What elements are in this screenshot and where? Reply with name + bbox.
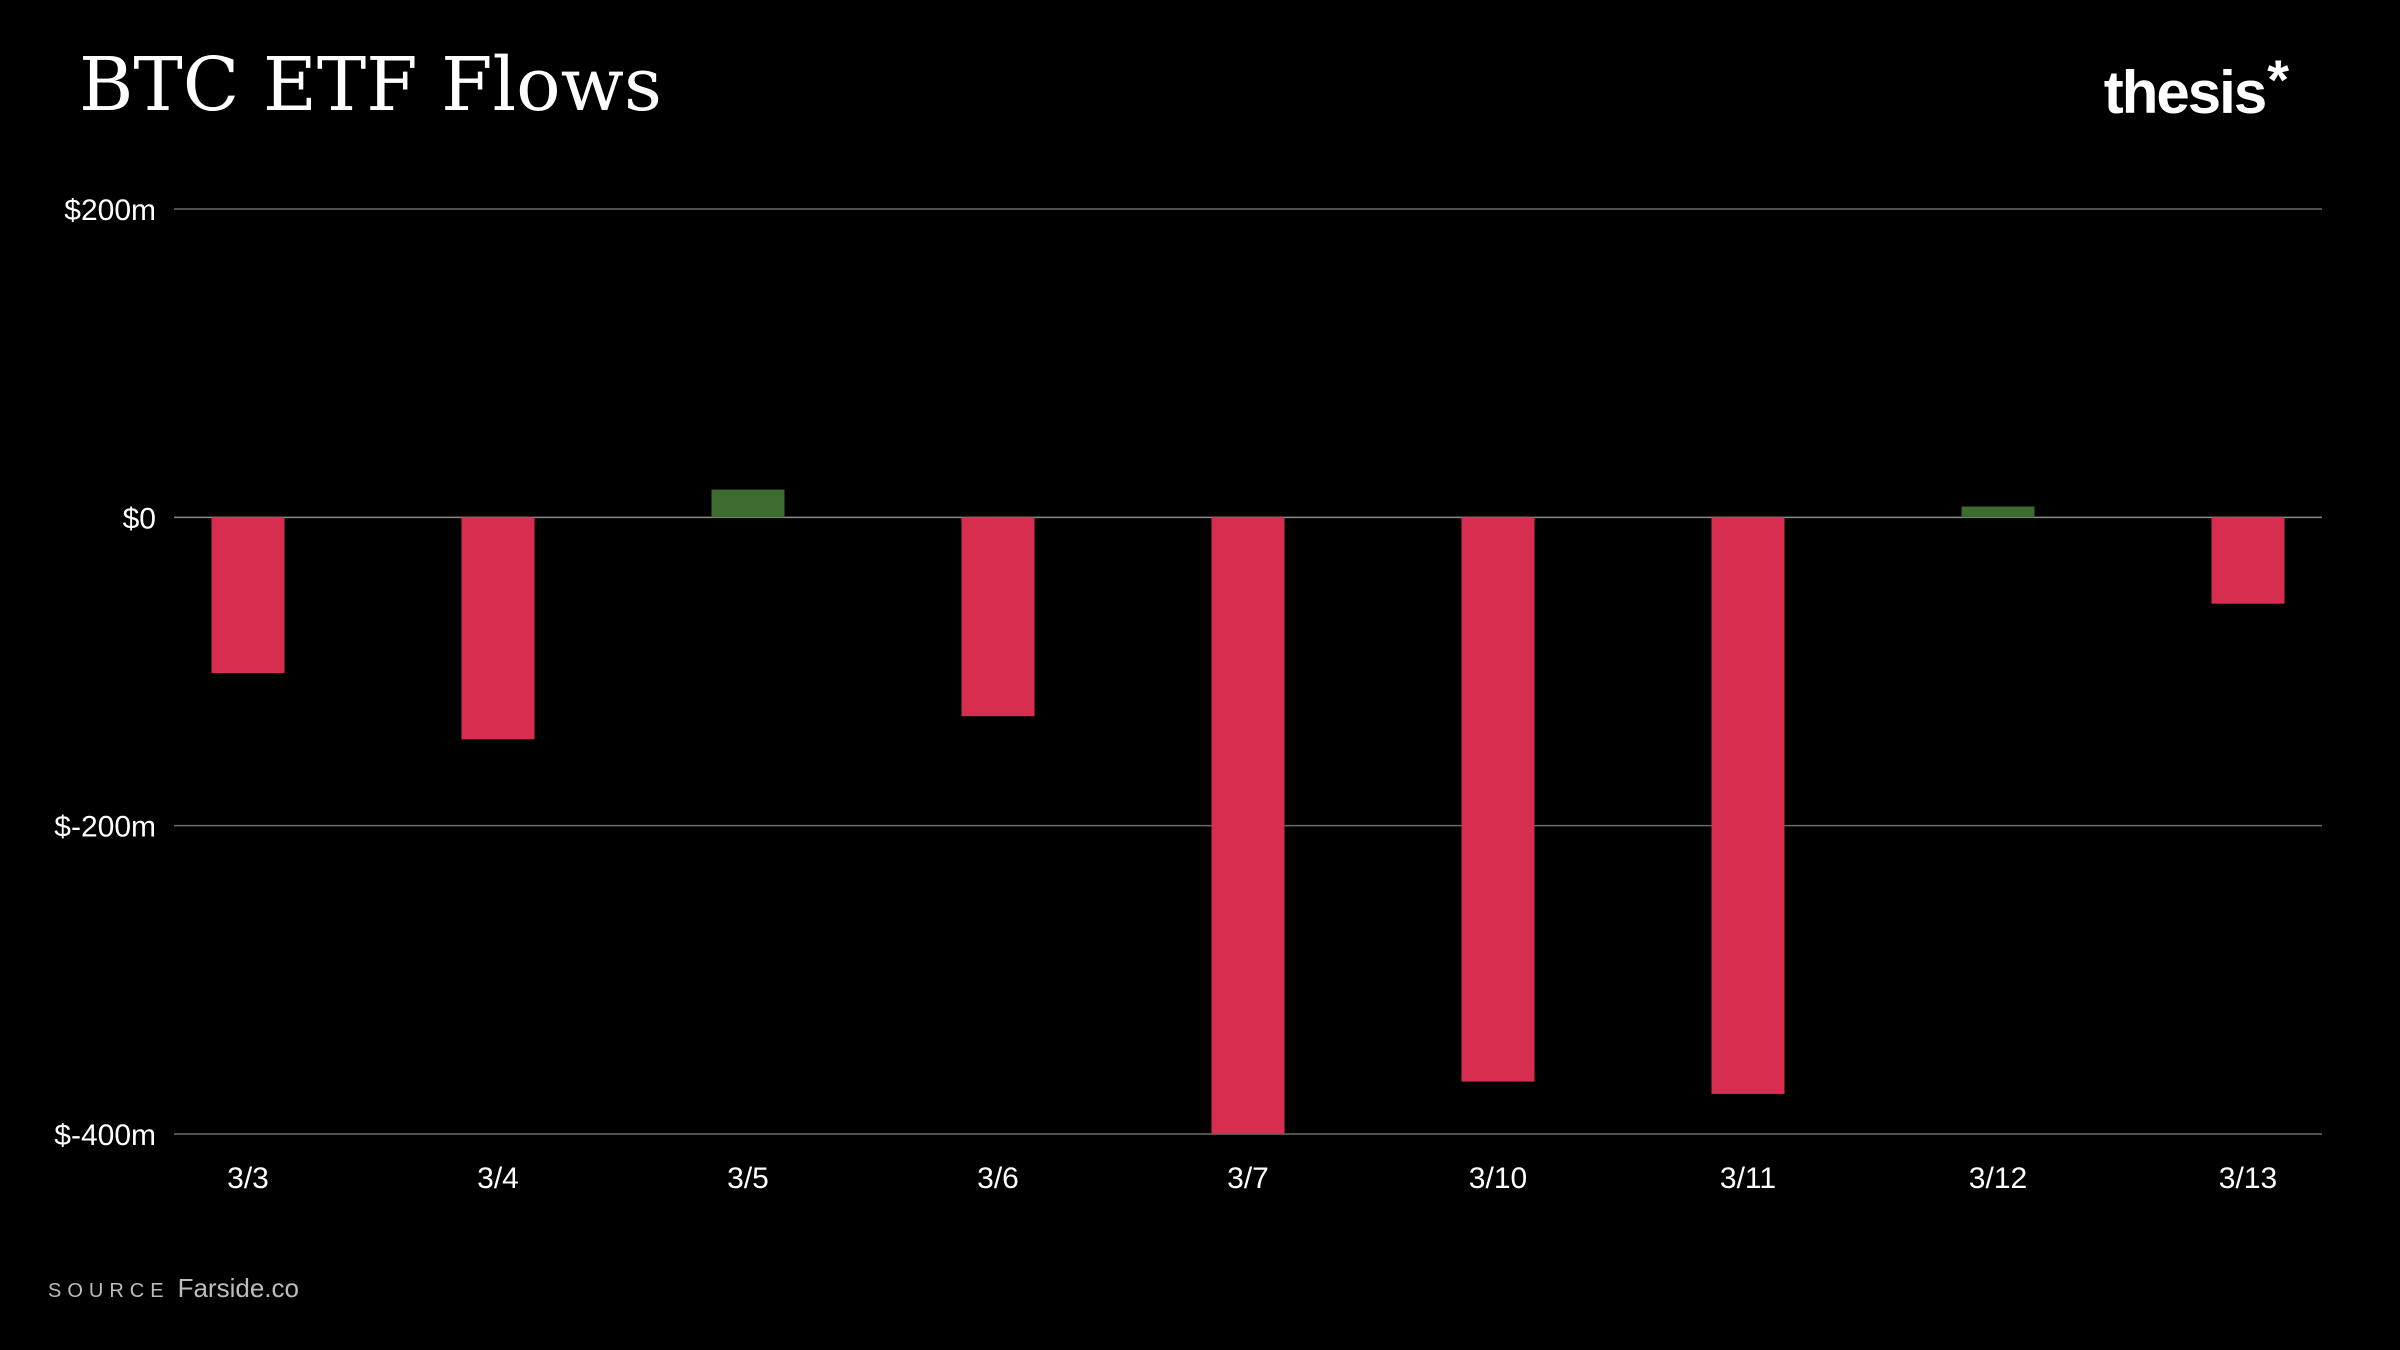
x-tick-label: 3/10 <box>1469 1162 1527 1195</box>
x-tick-label: 3/13 <box>2219 1162 2277 1195</box>
bar-3-10 <box>1461 517 1535 1082</box>
bar-3-7 <box>1211 517 1285 1134</box>
thesis-logo: thesis* <box>2103 48 2289 127</box>
bar-3-3 <box>211 517 285 674</box>
x-axis-ticks: 3/3 3/4 3/5 3/6 3/7 3/10 3/11 3/12 3/13 <box>227 1162 2277 1195</box>
source-note: SOURCE Farside.co <box>48 1273 299 1306</box>
logo-asterisk-icon: * <box>2267 48 2289 111</box>
bar-3-5 <box>711 489 785 518</box>
y-tick-label: $0 <box>123 502 156 535</box>
x-tick-label: 3/12 <box>1969 1162 2027 1195</box>
x-tick-label: 3/4 <box>477 1162 519 1195</box>
x-tick-label: 3/6 <box>977 1162 1019 1195</box>
logo-wordmark: thesis <box>2103 59 2267 126</box>
y-tick-label: $200m <box>64 194 156 227</box>
bars <box>211 489 2285 1134</box>
x-tick-label: 3/5 <box>727 1162 769 1195</box>
x-tick-label: 3/11 <box>1720 1162 1776 1195</box>
bar-3-12 <box>1961 506 2035 518</box>
bar-3-13 <box>2211 517 2285 604</box>
x-tick-label: 3/7 <box>1227 1162 1269 1195</box>
y-tick-label: $-400m <box>54 1119 156 1152</box>
x-tick-label: 3/3 <box>227 1162 269 1195</box>
y-axis-ticks: $200m $0 $-200m $-400m <box>54 194 156 1152</box>
source-label: SOURCE <box>48 1280 170 1302</box>
bar-3-4 <box>461 517 535 740</box>
bar-3-6 <box>961 517 1035 717</box>
y-tick-label: $-200m <box>54 811 156 844</box>
bar-3-11 <box>1711 517 1785 1094</box>
gridlines <box>174 208 2322 1135</box>
chart-title: BTC ETF Flows <box>79 42 663 128</box>
source-value: Farside.co <box>177 1273 299 1303</box>
